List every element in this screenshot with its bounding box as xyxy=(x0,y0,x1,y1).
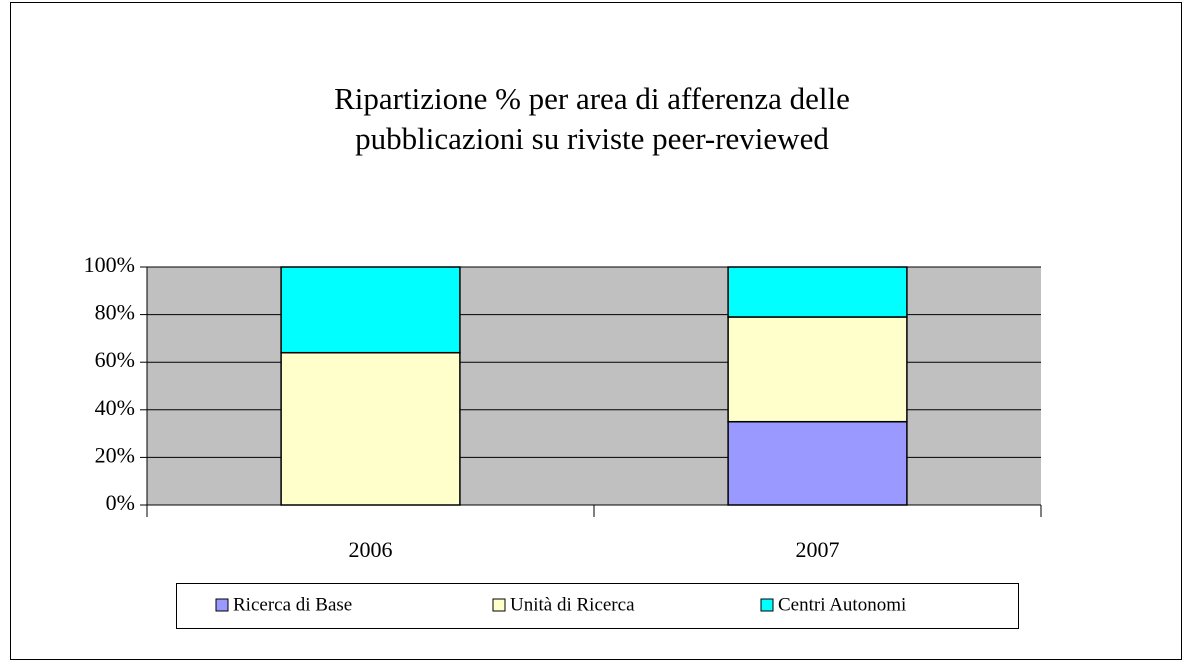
chart-title: pubblicazioni su riviste peer-reviewed xyxy=(355,121,829,156)
y-tick-label: 100% xyxy=(84,252,135,277)
y-tick-label: 20% xyxy=(95,442,135,467)
bar-segment xyxy=(280,266,461,354)
legend-label: Unità di Ricerca xyxy=(510,594,635,615)
y-tick-label: 40% xyxy=(95,395,135,420)
y-tick-label: 0% xyxy=(106,490,135,515)
bar-segment xyxy=(727,316,908,423)
bar-segment xyxy=(727,266,908,318)
chart-title: Ripartizione % per area di afferenza del… xyxy=(334,81,850,116)
x-tick-label: 2007 xyxy=(796,537,840,562)
legend-box xyxy=(176,583,1019,629)
legend-swatch xyxy=(492,598,506,612)
legend-label: Centri Autonomi xyxy=(778,594,906,615)
legend-swatch xyxy=(215,598,229,612)
y-tick-label: 60% xyxy=(95,347,135,372)
y-tick-label: 80% xyxy=(95,300,135,325)
legend-swatch xyxy=(760,598,774,612)
bar-segment xyxy=(280,351,461,506)
bar-segment xyxy=(727,420,908,506)
x-tick-label: 2006 xyxy=(349,537,393,562)
legend-label: Ricerca di Base xyxy=(233,594,352,615)
